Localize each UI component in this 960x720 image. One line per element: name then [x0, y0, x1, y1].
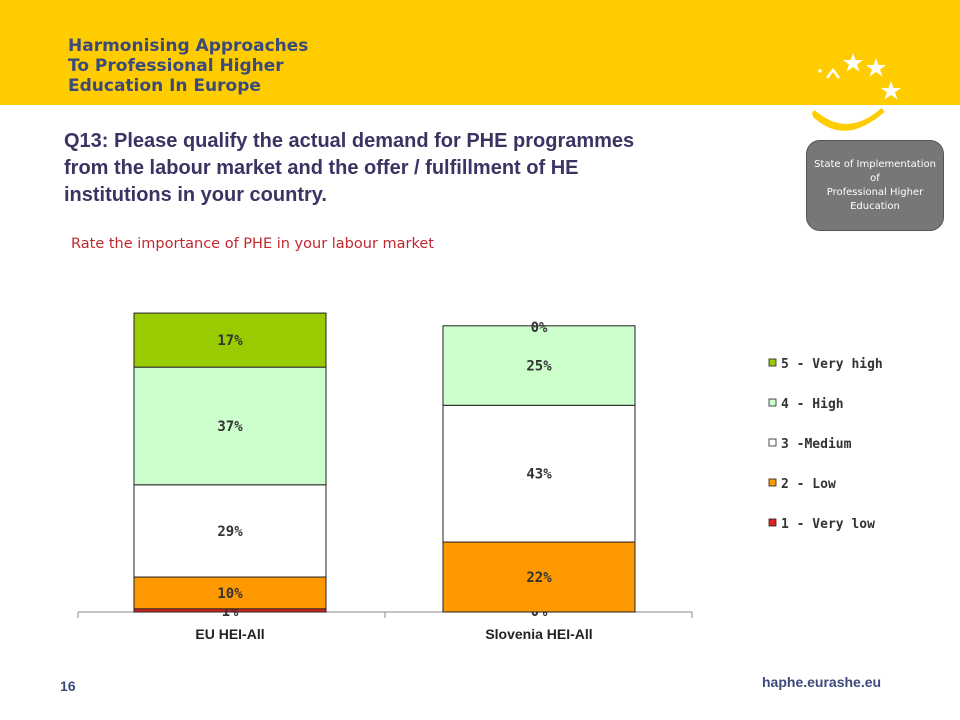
section-badge: State of Implementation of Professional … — [806, 140, 944, 231]
legend-entry: 4 - High — [781, 397, 844, 412]
chart-title: Rate the importance of PHE in your labou… — [71, 236, 434, 252]
data-label: 29% — [217, 524, 243, 540]
legend-swatch — [768, 358, 777, 367]
legend-entry: 2 - Low — [781, 477, 836, 492]
legend-entry: 3 -Medium — [781, 437, 852, 452]
data-label: 25% — [526, 359, 552, 375]
header-banner — [0, 0, 960, 105]
bar-segment — [442, 325, 636, 406]
eu-stars-logo-icon — [811, 53, 901, 131]
bar-segment — [133, 484, 327, 578]
bar-segment — [133, 312, 327, 368]
logo-line: Harmonising Approaches — [68, 36, 309, 56]
legend-swatch — [768, 438, 777, 447]
badge-line: Professional Higher — [826, 186, 924, 198]
data-label: 17% — [217, 333, 243, 349]
category-tick-label: Slovenia HEI-All — [485, 626, 592, 642]
badge-line: of — [870, 172, 880, 184]
data-label: 37% — [217, 419, 243, 435]
badge-line: State of Implementation — [814, 158, 936, 170]
badge-line: Education — [850, 200, 900, 212]
website-link[interactable]: haphe.eurashe.eu — [762, 674, 882, 690]
legend-swatch — [768, 518, 777, 527]
project-logo-text: Harmonising Approaches To Professional H… — [68, 36, 328, 96]
question-line: institutions in your country. — [64, 184, 327, 206]
question-line: from the labour market and the offer / f… — [64, 157, 579, 179]
data-label: 10% — [217, 586, 243, 602]
question-heading: Q13: Please qualify the actual demand fo… — [64, 128, 784, 209]
bar-segment — [442, 541, 636, 613]
logo-line: Education In Europe — [68, 76, 261, 96]
legend-entry: 1 - Very low — [781, 517, 875, 532]
legend-swatch — [768, 398, 777, 407]
legend-entry: 5 - Very high — [781, 357, 883, 372]
bar-segment — [133, 366, 327, 486]
bar-segment — [442, 404, 636, 543]
data-label: 22% — [526, 570, 552, 586]
data-label: 0% — [531, 320, 548, 336]
legend-swatch — [768, 478, 777, 487]
question-line: Q13: Please qualify the actual demand fo… — [64, 130, 635, 152]
page-number: 16 — [60, 678, 76, 694]
category-tick-label: EU HEI-All — [195, 626, 264, 642]
logo-line: To Professional Higher — [68, 56, 284, 76]
data-label: 43% — [526, 467, 552, 483]
